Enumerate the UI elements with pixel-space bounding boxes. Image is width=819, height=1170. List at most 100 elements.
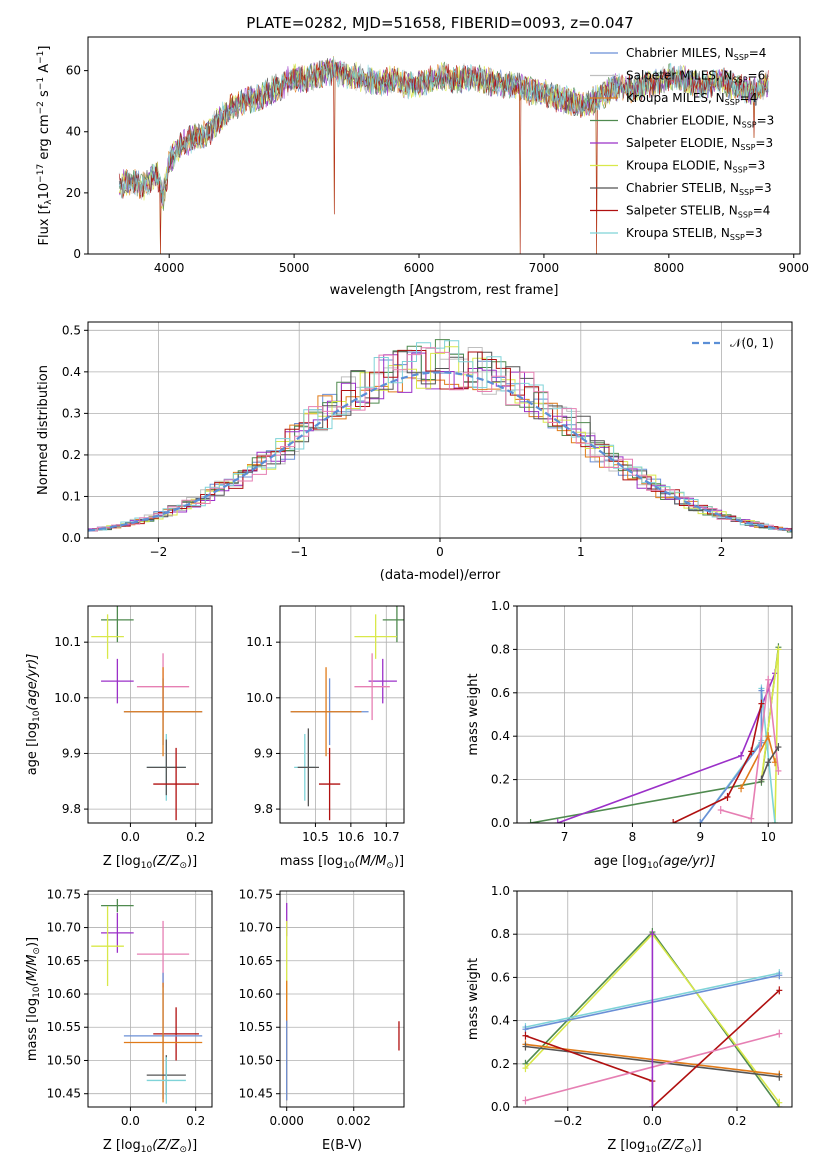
residuals-xtick-label: 1 bbox=[577, 545, 585, 559]
legend-name: Chabrier STELIB, N bbox=[626, 181, 739, 195]
spectrum-ylabel-part: 10 bbox=[37, 183, 52, 200]
legend-name: Kroupa STELIB, N bbox=[626, 226, 730, 240]
legend-sub: SSP bbox=[730, 233, 745, 242]
legend-name: Salpeter STELIB, N bbox=[626, 204, 738, 218]
mass_vs_Z-xtick-label: 0.2 bbox=[186, 1114, 205, 1128]
Z_weights-ytick-label: 0.6 bbox=[491, 970, 510, 984]
mass_vs_ebv-frame bbox=[279, 890, 405, 1108]
age_vs_mass-xlabel-part: )] bbox=[394, 854, 404, 869]
age_vs_mass-axes: 10.5 10.6 10.7 9.8 9.9 10.0 10.1 bbox=[246, 606, 404, 844]
residuals-ytick-label: 0.0 bbox=[62, 531, 81, 545]
spectrum-legend-entry: Salpeter MILES, NSSP=6 bbox=[626, 69, 765, 85]
mass_vs_ebv-ytick-label: 10.65 bbox=[239, 954, 273, 968]
age_vs_mass-xlabel-part: mass [log bbox=[280, 854, 343, 869]
age_vs_mass-xlabel: mass [log10(M/M⊙)] bbox=[280, 854, 404, 871]
Z_weights-ylabel: mass weight bbox=[466, 958, 481, 1040]
mass_vs_Z-xlabel-part: Z [log bbox=[103, 1138, 141, 1153]
Z_weights-lines bbox=[522, 928, 783, 1107]
legend-name: Chabrier ELODIE, N bbox=[626, 114, 742, 128]
spectrum-ylabel-part: s bbox=[37, 90, 52, 101]
age_weights-ylabel: mass weight bbox=[466, 673, 481, 755]
mass_vs_Z-frame bbox=[87, 890, 213, 1108]
Z_weights-ytick-label: 0.8 bbox=[491, 927, 510, 941]
mass_vs_ebv-points bbox=[286, 902, 400, 1101]
age_weights-xlabel: age [log10(age/yr)] bbox=[594, 854, 716, 871]
age_vs_mass-xlabel-part: ⊙ bbox=[386, 861, 394, 871]
legend-sub: SSP bbox=[742, 121, 757, 130]
figure-title: PLATE=0282, MJD=51658, FIBERID=0093, z=0… bbox=[246, 14, 633, 32]
age_vs_Z-axes: 0.0 0.2 9.8 9.9 10.0 10.1 bbox=[54, 606, 212, 844]
legend-count: =4 bbox=[753, 204, 771, 218]
mass_vs_Z-ytick-label: 10.50 bbox=[47, 1053, 81, 1067]
age_vs_Z-ylabel-part: 10 bbox=[32, 710, 42, 722]
residuals-ytick-label: 0.1 bbox=[62, 489, 81, 503]
age_weights-ytick-label: 0.8 bbox=[491, 642, 510, 656]
age_weights-xtick-label: 7 bbox=[561, 830, 569, 844]
age_vs_Z-xtick-label: 0.2 bbox=[186, 830, 205, 844]
residuals-histograms bbox=[88, 339, 792, 533]
spectrum-line bbox=[118, 56, 769, 204]
residuals-ytick-label: 0.3 bbox=[62, 406, 81, 420]
age_vs_Z-ylabel-part: (age/yr)] bbox=[25, 654, 40, 711]
spectrum-ylabel-part: −2 bbox=[36, 101, 46, 114]
Z_weights-ytick-label: 0.4 bbox=[491, 1014, 510, 1028]
age_vs_Z-xlabel-part: (Z/Z bbox=[152, 854, 180, 869]
residuals-histogram bbox=[88, 340, 792, 532]
age_weights-xtick-label: 9 bbox=[697, 830, 705, 844]
mass_vs_Z-ylabel-part: ⊙ bbox=[32, 947, 42, 955]
age_vs_Z-ytick-label: 9.9 bbox=[62, 746, 81, 760]
age_weights-ytick-label: 0.6 bbox=[491, 686, 510, 700]
age_weights-xlabel-part: age [log bbox=[594, 854, 647, 869]
age_vs_Z-xlabel-part: )] bbox=[187, 854, 197, 869]
spectrum-ylabel: Flux [fλ10−17 erg cm−2 s−1 A−1] bbox=[36, 46, 54, 246]
spectrum-axes: 4000 5000 6000 7000 8000 9000 0 20 40 60 bbox=[66, 64, 809, 275]
legend-sub: SSP bbox=[733, 166, 748, 175]
spectrum-ylabel-part: ] bbox=[37, 46, 52, 51]
mass_vs_ebv-ytick-label: 10.50 bbox=[239, 1053, 273, 1067]
Z_weights-xtick-label: 0.2 bbox=[727, 1114, 746, 1128]
spectrum-ytick-label: 60 bbox=[66, 64, 81, 78]
mass_vs_Z-ylabel-part: 10 bbox=[32, 986, 42, 998]
age_weights-xlabel-part: (age/yr)] bbox=[658, 854, 715, 869]
spectrum-ylabel-part: λ bbox=[44, 199, 54, 205]
Z_weights-ytick-label: 0.2 bbox=[491, 1057, 510, 1071]
age_weights-series-line bbox=[672, 703, 763, 823]
Z_weights-xlabel-part: 10 bbox=[645, 1145, 657, 1155]
mass_vs_Z-points bbox=[91, 898, 203, 1104]
mass_vs_Z-ytick-label: 10.60 bbox=[47, 987, 81, 1001]
age_weights-xtick-label: 10 bbox=[761, 830, 776, 844]
mass_vs_ebv-ytick-label: 10.55 bbox=[239, 1020, 273, 1034]
Z_weights-xlabel-part: ⊙ bbox=[684, 1145, 692, 1155]
spectrum-ytick-label: 20 bbox=[66, 186, 81, 200]
spectrum-ylabel-part: A bbox=[37, 64, 52, 77]
Z_weights-xlabel: Z [log10(Z/Z⊙)] bbox=[607, 1138, 701, 1155]
legend-count: =4 bbox=[740, 91, 758, 105]
legend-name: Salpeter MILES, N bbox=[626, 69, 733, 83]
age_vs_Z-xlabel-part: 10 bbox=[141, 861, 153, 871]
mass_vs_Z-xlabel-part: ⊙ bbox=[179, 1145, 187, 1155]
residuals-xtick-label: −1 bbox=[290, 545, 308, 559]
legend-name: Chabrier MILES, N bbox=[626, 46, 734, 60]
Z_weights-ytick-label: 1.0 bbox=[491, 884, 510, 898]
spectrum-xtick-label: 6000 bbox=[404, 261, 435, 275]
spectrum-xlabel: wavelength [Angstrom, rest frame] bbox=[330, 283, 559, 298]
age_vs_mass-points bbox=[290, 606, 404, 821]
spectrum-ylabel-part: −17 bbox=[36, 164, 46, 183]
mass_vs_Z-ytick-label: 10.75 bbox=[47, 887, 81, 901]
spectrum-ylabel-part: Flux [f bbox=[37, 204, 52, 245]
legend-count: =3 bbox=[755, 136, 773, 150]
residuals-xlabel: (data-model)/error bbox=[380, 568, 501, 583]
spectrum-legend-entry: Kroupa STELIB, NSSP=3 bbox=[626, 226, 763, 242]
spectrum-xtick-label: 5000 bbox=[279, 261, 310, 275]
mass_vs_Z-xlabel-part: (Z/Z bbox=[152, 1138, 180, 1153]
age_weights-xlabel-part: 10 bbox=[647, 861, 659, 871]
legend-sub: SSP bbox=[725, 98, 740, 107]
Z_weights-xtick-label: −0.2 bbox=[553, 1114, 582, 1128]
mass_vs_ebv-ytick-label: 10.60 bbox=[239, 987, 273, 1001]
spectrum-frame bbox=[87, 36, 801, 255]
age_vs_Z-ytick-label: 10.0 bbox=[54, 691, 81, 705]
age_vs_mass-xtick-label: 10.6 bbox=[337, 830, 364, 844]
age_weights-lines bbox=[527, 643, 782, 823]
spectrum-legend-entry: Chabrier ELODIE, NSSP=3 bbox=[626, 114, 774, 130]
residuals-xtick-label: 2 bbox=[718, 545, 726, 559]
